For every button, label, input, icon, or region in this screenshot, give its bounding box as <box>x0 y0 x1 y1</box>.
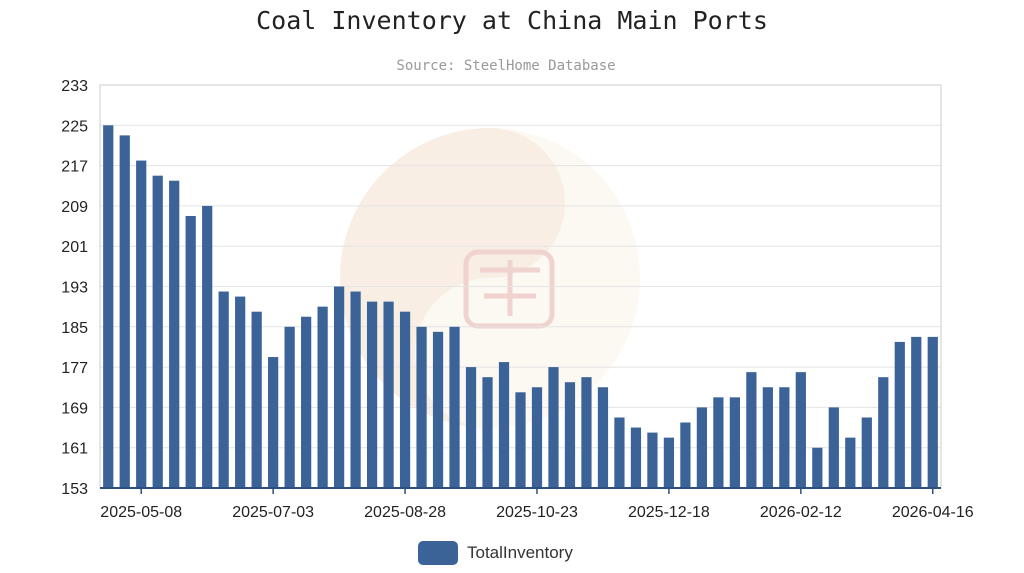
bar <box>663 437 675 488</box>
bar <box>729 397 740 488</box>
bar <box>597 387 609 488</box>
bar <box>350 291 361 488</box>
bar <box>202 205 213 488</box>
bars <box>103 125 938 489</box>
bar <box>878 377 889 488</box>
legend-swatch <box>418 541 458 565</box>
x-tick-label: 2026-04-16 <box>892 504 974 521</box>
y-tick-label: 201 <box>61 239 88 256</box>
bar <box>614 417 625 488</box>
y-tick-label: 209 <box>61 199 88 216</box>
legend-label: TotalInventory <box>467 543 573 562</box>
bar <box>449 326 460 488</box>
watermark-logo <box>340 128 640 428</box>
bar <box>647 432 658 488</box>
bar <box>317 306 328 488</box>
chart-subtitle: Source: SteelHome Database <box>396 58 616 74</box>
bar <box>861 417 872 488</box>
bar <box>383 301 394 488</box>
chart-title: Coal Inventory at China Main Ports <box>256 6 768 35</box>
y-tick-label: 193 <box>61 280 88 297</box>
bar <box>268 357 279 488</box>
y-tick-label: 217 <box>61 159 88 176</box>
bar <box>284 326 295 488</box>
x-tick-label: 2026-02-12 <box>760 504 842 521</box>
x-tick-label: 2025-08-28 <box>364 504 446 521</box>
x-axis: 2025-05-08 2025-07-03 2025-08-28 2025-10-23… <box>100 488 974 521</box>
y-tick-label: 233 <box>61 78 88 95</box>
bar <box>103 125 114 489</box>
y-tick-label: 161 <box>61 441 88 458</box>
bar <box>845 437 856 488</box>
bar <box>581 377 592 488</box>
bar <box>762 387 773 488</box>
bar <box>482 377 493 488</box>
bar <box>828 407 839 488</box>
bar <box>680 422 691 488</box>
bar <box>515 392 526 488</box>
y-tick-label: 153 <box>61 481 88 498</box>
bar <box>119 135 130 488</box>
bar <box>548 367 559 488</box>
bar <box>713 397 724 488</box>
bar <box>746 372 757 488</box>
bar <box>185 215 196 488</box>
bar <box>136 160 147 488</box>
bar <box>251 311 262 488</box>
bar <box>696 407 708 488</box>
y-tick-label: 225 <box>61 118 88 135</box>
legend: TotalInventory <box>418 540 573 566</box>
bar <box>894 341 905 488</box>
y-tick-label: 177 <box>61 360 88 377</box>
bar <box>564 382 576 488</box>
x-tick-label: 2025-05-08 <box>100 504 182 521</box>
bar <box>795 372 806 488</box>
bar <box>366 301 378 488</box>
bar <box>927 336 938 488</box>
bar <box>911 336 922 488</box>
y-tick-label: 185 <box>61 320 88 337</box>
bar <box>399 311 411 488</box>
bar <box>301 316 312 488</box>
y-tick-label: 169 <box>61 400 88 417</box>
bar <box>779 387 790 488</box>
x-tick-label: 2025-12-18 <box>628 504 710 521</box>
bar <box>152 175 163 489</box>
bar <box>169 180 180 488</box>
bar <box>432 331 444 488</box>
x-tick-label: 2025-10-23 <box>496 504 578 521</box>
bar <box>333 286 345 488</box>
bar <box>812 447 823 488</box>
x-tick-label: 2025-07-03 <box>232 504 314 521</box>
bar <box>416 326 427 488</box>
bar <box>531 387 543 488</box>
bar <box>498 362 510 488</box>
bar <box>235 296 246 488</box>
bar <box>465 367 477 488</box>
bar <box>218 291 229 488</box>
bar <box>630 427 642 488</box>
y-axis: 153 161 169 177 185 193 201 209 217 225 233 <box>61 78 88 498</box>
